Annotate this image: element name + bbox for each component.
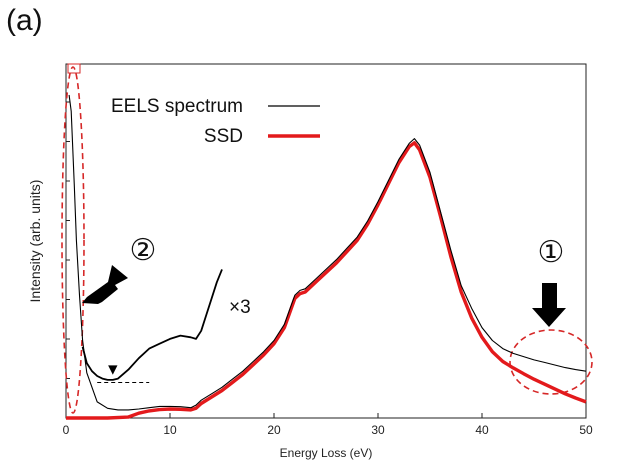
x-tick-label: 10 xyxy=(163,423,177,437)
x-tick-label: 40 xyxy=(475,423,489,437)
x-tick-label: 30 xyxy=(371,423,385,437)
x-tick-label: 20 xyxy=(267,423,281,437)
panel-label: (a) xyxy=(6,4,43,37)
arrow-2-icon xyxy=(82,265,128,304)
inset-series-line xyxy=(81,269,223,381)
inset-scale-label: ×3 xyxy=(229,297,251,318)
annotation-2-label: ② xyxy=(130,234,157,267)
inset-minimum-marker: ▼ xyxy=(105,361,121,378)
ssd-series-line xyxy=(66,141,587,420)
y-axis-label: Intensity (arb. units) xyxy=(27,180,43,303)
x-tick-label: 0 xyxy=(63,423,70,437)
annotation-1-label: ① xyxy=(538,236,565,269)
legend: EELS spectrum SSD xyxy=(111,96,320,147)
legend-label-eels: EELS spectrum xyxy=(111,96,243,117)
high-energy-tail-highlight-ellipse xyxy=(509,329,593,395)
low-loss-highlight-ellipse xyxy=(61,66,85,414)
plot-frame xyxy=(65,63,587,419)
x-tick-label: 50 xyxy=(579,423,593,437)
x-axis-label: Energy Loss (eV) xyxy=(280,446,373,460)
y-axis-ticks xyxy=(66,101,70,379)
x-axis-ticks: 0 10 20 30 40 50 xyxy=(63,413,593,437)
zero-loss-peak-box xyxy=(67,63,81,74)
eels-series-line xyxy=(68,94,587,411)
arrow-1-icon xyxy=(532,283,566,327)
legend-label-ssd: SSD xyxy=(204,126,243,147)
